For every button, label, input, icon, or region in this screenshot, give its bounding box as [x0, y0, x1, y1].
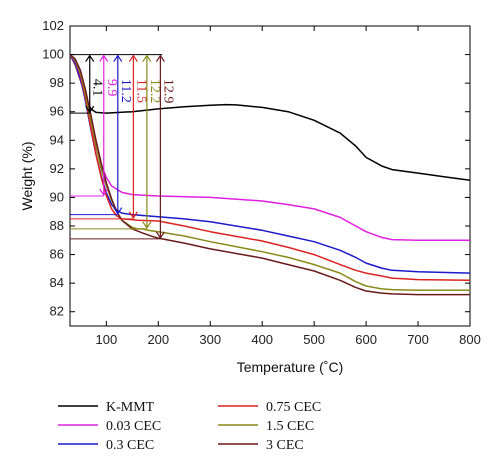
- series-line-0: [69, 54, 471, 182]
- arrow-head-up: [128, 54, 138, 62]
- drop-label: 12.9: [160, 79, 175, 104]
- x-tick-label: 100: [96, 332, 118, 347]
- y-tick-label: 88: [50, 218, 64, 233]
- x-tick-label: 400: [251, 332, 273, 347]
- drop-label: 12.2: [147, 79, 162, 104]
- arrow-head-down: [85, 105, 95, 114]
- arrow-head-down: [99, 188, 109, 197]
- arrow-head-up: [142, 54, 152, 62]
- y-axis-title: Weight (%): [19, 142, 35, 211]
- y-tick-label: 102: [42, 18, 64, 33]
- y-tick-label: 98: [50, 75, 64, 90]
- x-tick-label: 200: [147, 332, 169, 347]
- legend-label: 0.03 CEC: [106, 419, 161, 434]
- x-tick-label: 500: [303, 332, 325, 347]
- arrow-head-up: [99, 54, 109, 62]
- y-tick-label: 96: [50, 104, 64, 119]
- y-tick-label: 100: [42, 47, 64, 62]
- x-axis: 100 200 300 400 500 600 700 800: [96, 26, 481, 347]
- legend-label: 3 CEC: [266, 438, 304, 453]
- x-tick-label: 800: [459, 332, 481, 347]
- series-line-5: [69, 54, 470, 296]
- drop-label: 11.5: [133, 79, 148, 103]
- legend-label: 1.5 CEC: [266, 419, 314, 434]
- drop-label: 11.2: [118, 79, 133, 103]
- arrow-head-up: [113, 54, 123, 62]
- arrow-head-down: [155, 231, 165, 239]
- y-axis: 82 84 86 88 90 92 94 96 98 100 102: [42, 18, 470, 319]
- series-lines: [69, 54, 471, 296]
- weight-loss-annotations: 4.1 9.9 11.2 11.512.212.9: [70, 54, 175, 240]
- y-tick-label: 86: [50, 247, 64, 262]
- drop-label: 4.1: [90, 79, 105, 97]
- arrow-head-up: [155, 54, 165, 62]
- y-tick-label: 90: [50, 189, 64, 204]
- series-line-3: [69, 54, 471, 282]
- x-tick-label: 700: [407, 332, 429, 347]
- y-tick-label: 92: [50, 161, 64, 176]
- series-line-4: [69, 54, 470, 292]
- drop-label: 9.9: [104, 79, 119, 97]
- x-tick-label: 300: [199, 332, 221, 347]
- y-tick-label: 94: [50, 132, 64, 147]
- legend-label: 0.3 CEC: [106, 438, 154, 453]
- x-axis-title: Temperature (˚C): [237, 359, 344, 375]
- x-tick-label: 600: [355, 332, 377, 347]
- y-tick-label: 84: [50, 275, 64, 290]
- legend-label: 0.75 CEC: [266, 400, 321, 415]
- arrow-head-up: [85, 54, 95, 62]
- legend: K-MMT 0.03 CEC 0.3 CEC 0.75 CEC 1.5 CEC 3 CEC: [58, 400, 321, 453]
- y-tick-label: 82: [50, 304, 64, 319]
- plot-frame: [69, 25, 471, 327]
- arrow-head-down: [128, 211, 138, 219]
- legend-label: K-MMT: [106, 400, 155, 415]
- arrow-head-down: [113, 207, 123, 215]
- arrow-head-down: [142, 221, 152, 229]
